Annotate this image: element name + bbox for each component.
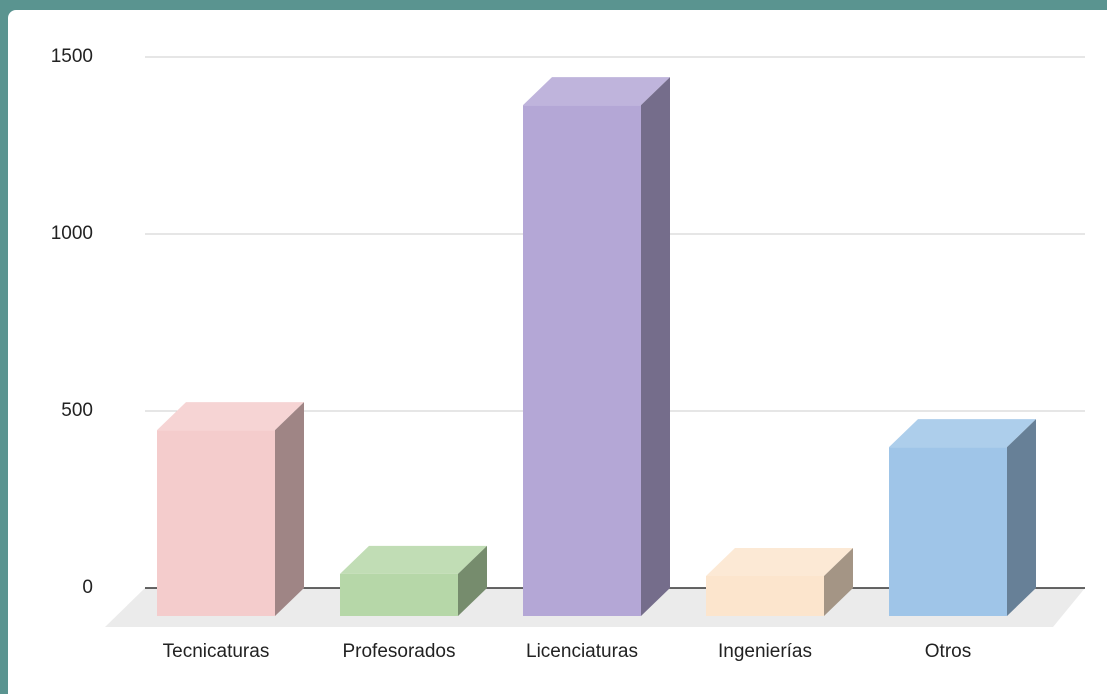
y-tick-label: 1500 (51, 46, 93, 67)
bar (340, 573, 458, 616)
bar-side (458, 545, 487, 616)
bar-top (157, 402, 304, 431)
bar (523, 105, 641, 616)
bar-top (523, 77, 670, 106)
y-tick-label: 500 (61, 400, 93, 421)
bar (157, 430, 275, 616)
bar (889, 447, 1007, 616)
bar-side (641, 77, 670, 617)
x-tick-label: Licenciaturas (526, 641, 638, 662)
bar-top (706, 547, 853, 576)
bar (706, 575, 824, 616)
x-tick-label: Otros (925, 641, 971, 662)
y-tick-label: 1000 (51, 223, 93, 244)
x-tick-label: Ingenierías (718, 641, 812, 662)
bar-side (1007, 419, 1036, 616)
x-tick-label: Tecnicaturas (163, 641, 270, 662)
bar-side (275, 402, 304, 616)
bar-side (824, 547, 853, 616)
x-tick-label: Profesorados (342, 641, 455, 662)
bar-top (340, 545, 487, 574)
y-tick-label: 0 (82, 577, 93, 598)
bar-top (889, 419, 1036, 448)
